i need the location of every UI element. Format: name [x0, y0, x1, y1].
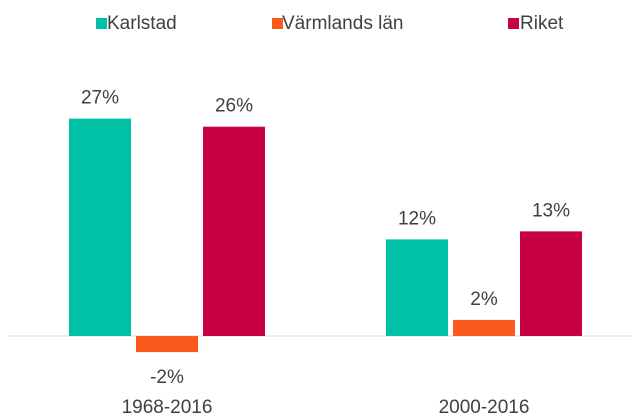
bar: [136, 336, 198, 353]
data-label: -2%: [150, 367, 184, 388]
legend-swatch: [272, 18, 283, 29]
bar: [203, 126, 265, 336]
legend-swatch: [508, 18, 519, 29]
x-tick-label: 1968-2016: [122, 397, 213, 418]
legend-label: Karlstad: [107, 13, 177, 34]
data-label: 26%: [215, 96, 253, 117]
data-label: 12%: [398, 208, 436, 229]
bar: [520, 231, 582, 336]
data-label: 2%: [470, 289, 498, 310]
data-label: 27%: [81, 88, 119, 109]
legend-swatch: [96, 18, 107, 29]
data-label: 13%: [532, 200, 570, 221]
bar: [386, 239, 448, 336]
x-tick-label: 2000-2016: [439, 397, 530, 418]
legend-label: Riket: [520, 13, 564, 34]
bar: [69, 118, 131, 337]
bar: [453, 319, 515, 336]
legend-label: Värmlands län: [282, 13, 403, 34]
